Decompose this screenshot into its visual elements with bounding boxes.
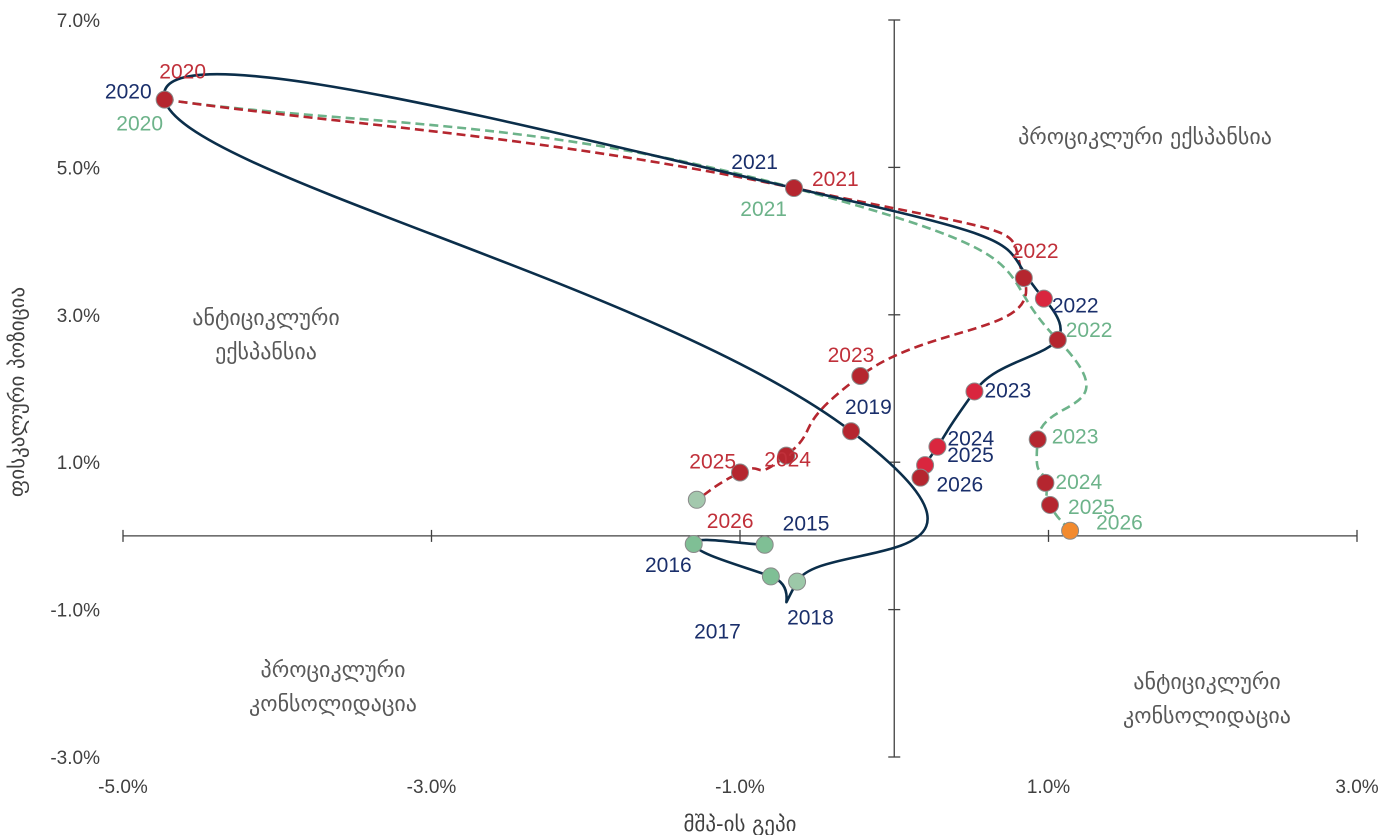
- data-point-label: 2021: [731, 151, 778, 174]
- y-tick-label: 5.0%: [57, 158, 100, 179]
- data-point-label: 2021: [812, 168, 859, 191]
- x-axis-title: მშპ-ის გეპი: [684, 812, 797, 835]
- data-point-marker: [928, 437, 947, 456]
- quadrant-label-top-left: ანტიციკლური: [192, 306, 339, 331]
- data-point-label: 2026: [936, 474, 983, 497]
- data-point-label: 2025: [947, 444, 994, 467]
- data-point-label: 2015: [783, 513, 830, 536]
- y-tick-label: -1.0%: [50, 601, 100, 622]
- data-point-label: 2026: [1096, 512, 1143, 535]
- data-point-label: 2023: [828, 344, 875, 367]
- data-point-label: 2021: [740, 198, 787, 221]
- data-point-marker: [155, 90, 174, 109]
- data-point-label: 2024: [1055, 471, 1102, 494]
- data-point-marker: [755, 535, 774, 554]
- series-line-1: [164, 98, 1028, 501]
- data-point-marker: [1041, 495, 1060, 514]
- quadrant-label-bottom-right: ანტიციკლური: [1133, 670, 1280, 695]
- y-tick-label: 7.0%: [57, 11, 100, 32]
- y-tick-label: 1.0%: [57, 453, 100, 474]
- data-point-label: 2025: [689, 451, 736, 474]
- quadrant-label-top-right: პროციკლური ექსპანსია: [1018, 125, 1272, 150]
- data-point-marker: [965, 382, 984, 401]
- data-point-marker: [761, 567, 780, 586]
- data-point-marker: [842, 422, 861, 441]
- data-point-marker: [1036, 473, 1055, 492]
- data-point-label: 2020: [116, 113, 163, 136]
- x-tick-label: 3.0%: [1335, 777, 1378, 798]
- quadrant-label-top-left: ექსპანსია: [215, 340, 317, 365]
- data-point-label: 2022: [1052, 295, 1099, 318]
- series-line-0: [162, 72, 1062, 604]
- data-point-marker: [851, 366, 870, 385]
- data-point-marker: [1014, 268, 1033, 287]
- data-point-label: 2022: [1066, 319, 1113, 342]
- data-point-label: 2020: [105, 81, 152, 104]
- data-point-marker: [1048, 330, 1067, 349]
- quadrant-label-bottom-left: კონსოლიდაცია: [249, 692, 417, 717]
- data-point-marker: [788, 572, 807, 591]
- data-point-marker: [784, 179, 803, 198]
- data-point-label: 2024: [764, 449, 811, 472]
- quadrant-label-bottom-left: პროციკლური: [261, 658, 406, 683]
- x-tick-label: 1.0%: [1027, 777, 1070, 798]
- y-tick-label: -3.0%: [50, 748, 100, 769]
- data-point-label: 2023: [1052, 425, 1099, 448]
- data-point-marker: [731, 463, 749, 482]
- data-point-marker: [777, 446, 796, 465]
- data-point-label: 2023: [984, 379, 1031, 402]
- data-point-label: 2016: [645, 554, 692, 577]
- data-point-label: 2026: [707, 510, 754, 533]
- data-point-label: 2024: [947, 428, 994, 451]
- data-point-marker: [687, 490, 706, 509]
- data-point-label: 2025: [1068, 496, 1115, 519]
- data-point-marker: [1061, 521, 1080, 540]
- data-point-label: 2019: [845, 396, 892, 419]
- data-point-marker: [1028, 430, 1047, 449]
- y-axis-title: ფისკალური პოზიცია: [5, 287, 29, 497]
- data-point-marker: [1034, 289, 1053, 308]
- data-point-label: 2022: [1012, 240, 1059, 263]
- data-point-marker: [684, 535, 703, 554]
- quadrant-label-bottom-right: კონსოლიდაცია: [1123, 704, 1291, 729]
- data-point-label: 2017: [694, 620, 741, 643]
- data-point-label: 2018: [787, 607, 834, 630]
- data-point-label: 2020: [159, 61, 206, 84]
- x-tick-label: -3.0%: [407, 777, 457, 798]
- y-tick-label: 3.0%: [57, 306, 100, 327]
- data-point-marker: [911, 468, 930, 487]
- x-tick-label: -1.0%: [715, 777, 765, 798]
- x-tick-label: -5.0%: [98, 777, 148, 798]
